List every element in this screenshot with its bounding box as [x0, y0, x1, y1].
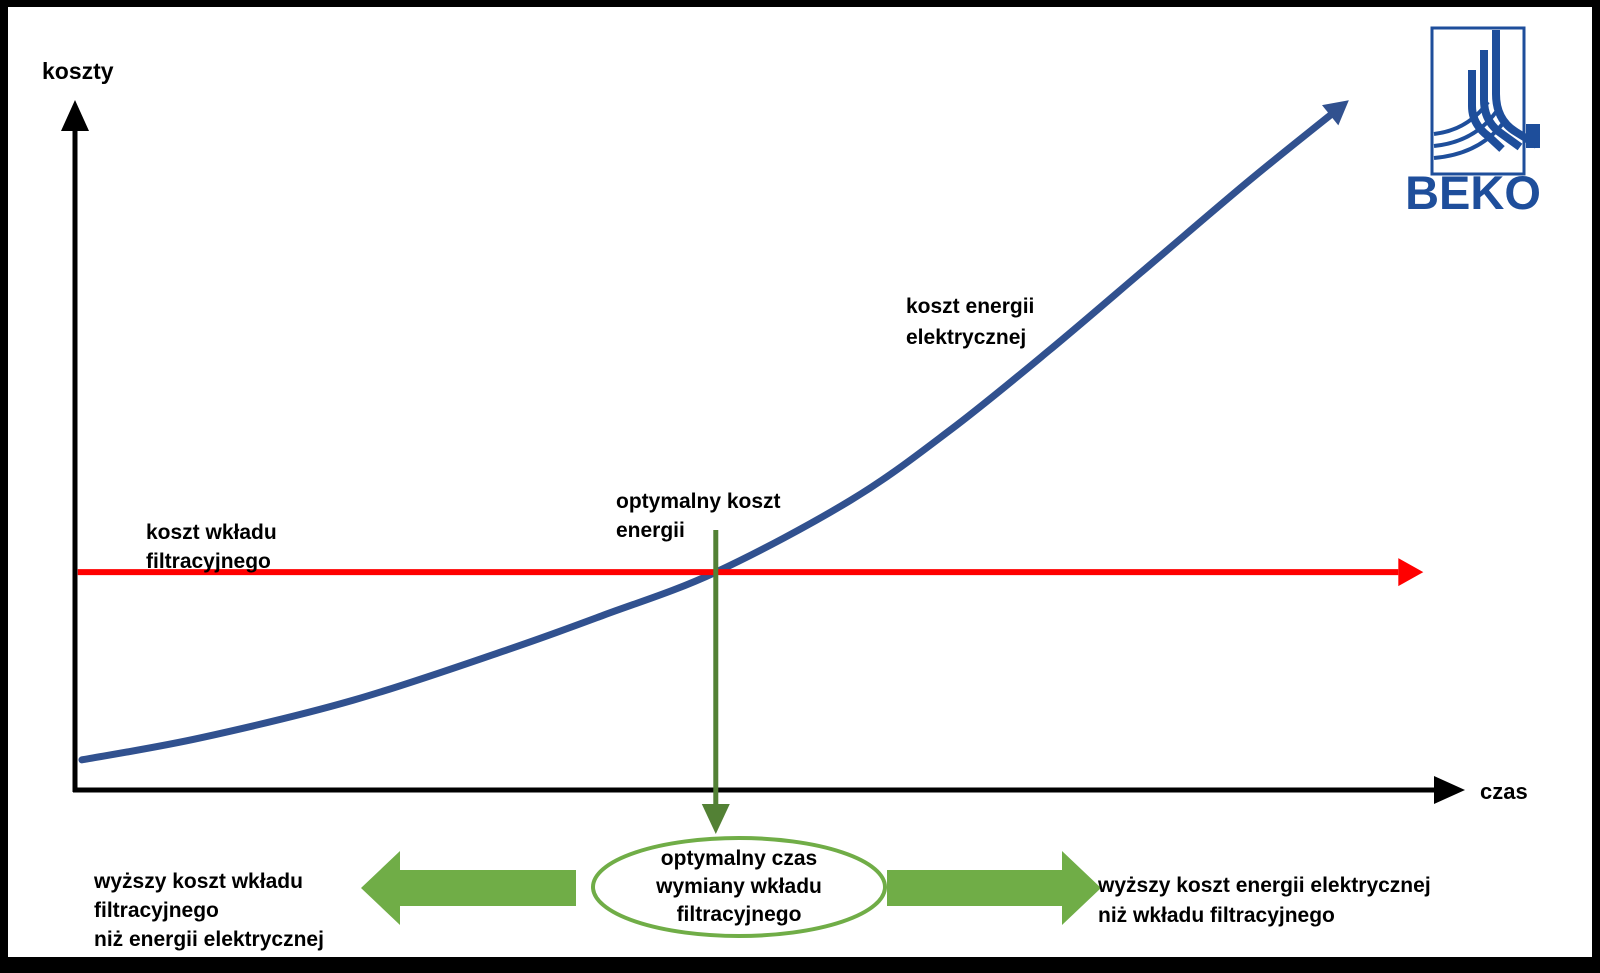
optimal-time-arrow-icon [701, 804, 730, 834]
right-region-label: wyższy koszt energii elektrycznej niż wk… [1098, 874, 1431, 927]
optimal-time-ellipse [591, 836, 887, 938]
y-axis-title: koszty [42, 58, 114, 84]
filter-cost-label: koszt wkładu filtracyjnego [146, 521, 277, 573]
x-axis-arrow-icon [1434, 776, 1465, 804]
optimal-time-ellipse-label: optymalny czas wymiany wkładu filtracyjn… [656, 847, 822, 926]
optimal-cost-label: optymalny koszt energii [616, 490, 781, 542]
beko-logo: BEKO [1405, 26, 1541, 216]
left-block-arrow-icon [361, 851, 576, 925]
filter-line-arrow-icon [1398, 558, 1424, 587]
energy-cost-curve [78, 111, 1334, 764]
x-axis-title: czas [1480, 779, 1528, 804]
beko-wordmark: BEKO [1405, 166, 1541, 216]
chart-panel [8, 7, 1592, 957]
right-block-arrow-icon [887, 851, 1101, 925]
energy-cost-label: koszt energii elektrycznej [906, 295, 1035, 349]
energy-curve-arrow-icon [1322, 100, 1349, 126]
y-axis-arrow-icon [61, 100, 89, 131]
beko-emblem-icon [1430, 26, 1540, 176]
left-region-label: wyższy koszt wkładu filtracyjnego niż en… [94, 870, 324, 951]
